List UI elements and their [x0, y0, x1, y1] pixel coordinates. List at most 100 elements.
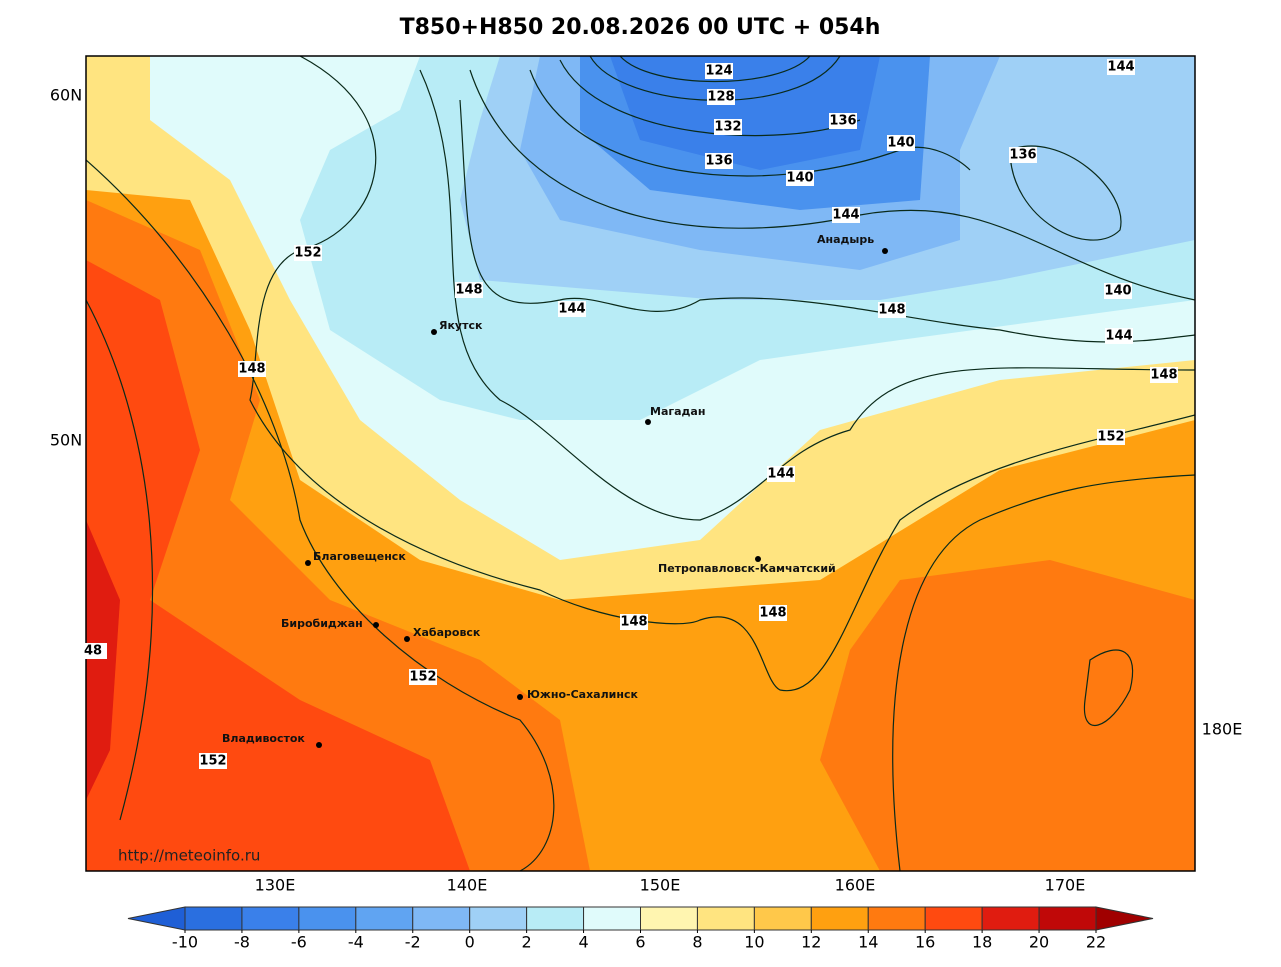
colorbar-segment	[184, 906, 243, 931]
lon-label: 130E	[255, 876, 296, 895]
contour-label-bg	[1150, 367, 1178, 383]
contour-label: 152	[294, 246, 321, 261]
colorbar-tick-label: 18	[972, 933, 992, 952]
contour-label: 144	[558, 302, 585, 317]
colorbar-segment	[298, 906, 357, 931]
lon-label: 140E	[447, 876, 488, 895]
contour-label: 144	[1107, 60, 1134, 75]
contour-label-bg	[878, 302, 906, 318]
colorbar-segment	[924, 906, 983, 931]
colorbar-segment	[241, 906, 300, 931]
colorbar-segment	[469, 906, 528, 931]
source-url: http://meteoinfo.ru	[118, 847, 260, 865]
city-name: Петропавловск-Камчатский	[658, 562, 836, 575]
colorbar-tick-label: 0	[465, 933, 475, 952]
colorbar-segment	[355, 906, 414, 931]
contour-label: 124	[705, 64, 732, 79]
contour-label-bg	[832, 207, 860, 223]
lat-label: 60N	[50, 86, 82, 105]
city-name: Хабаровск	[413, 626, 481, 639]
contour-label-bg	[294, 245, 322, 261]
contour-label: 144	[767, 467, 794, 482]
city-name: Биробиджан	[281, 617, 363, 630]
colorbar-segment	[981, 906, 1040, 931]
colorbar-tick-label: -10	[172, 933, 198, 952]
lon-label: 150E	[640, 876, 681, 895]
contour-label: 152	[1097, 430, 1124, 445]
lat-label: 50N	[50, 431, 82, 450]
contour-label: 136	[829, 114, 856, 129]
contour-label: 140	[1104, 284, 1131, 299]
colorbar-tick-label: 16	[915, 933, 935, 952]
colorbar-segment	[583, 906, 641, 931]
contour-label: 136	[705, 154, 732, 169]
city-name: Магадан	[650, 405, 705, 418]
contour-label-bg	[759, 605, 787, 621]
contour-label-bg	[714, 119, 742, 135]
contour-label: 148	[1150, 368, 1177, 383]
colorbar-tick-label: -8	[234, 933, 250, 952]
contour-label-bg	[705, 63, 733, 79]
contour-label: 136	[1009, 148, 1036, 163]
contour-label-bg	[620, 614, 648, 630]
colorbar-segment	[810, 906, 869, 931]
colorbar-over	[1095, 906, 1154, 931]
contour-label: 152	[199, 754, 226, 769]
contour-label-bg	[1097, 429, 1125, 445]
colorbar-tick-label: 4	[578, 933, 588, 952]
colorbar-tick-label: 22	[1086, 933, 1106, 952]
city-dot	[645, 419, 651, 425]
map-title: T850+H850 20.08.2026 00 UTC + 054h	[400, 15, 881, 40]
colorbar-tick-label: 8	[692, 933, 702, 952]
city-dot	[316, 742, 322, 748]
colorbar-segment	[1038, 906, 1097, 931]
map-frame	[85, 55, 1196, 872]
contour-label-bg	[767, 466, 795, 482]
contour-label: 132	[714, 120, 741, 135]
contour-label-bg	[1104, 283, 1132, 299]
contour-label-bg	[1107, 59, 1135, 75]
colorbar-tick-label: -6	[291, 933, 307, 952]
contour-label: 144	[832, 208, 859, 223]
lon-label: 170E	[1045, 876, 1086, 895]
colorbar-tick-label: 10	[744, 933, 764, 952]
colorbar-tick-label: 6	[635, 933, 645, 952]
colorbar-tick-label: 2	[522, 933, 532, 952]
contour-label-bg	[1105, 328, 1133, 344]
contour-label-bg	[79, 643, 107, 659]
colorbar-segment	[412, 906, 471, 931]
contour-label-bg	[786, 170, 814, 186]
colorbar-tick-label: -2	[405, 933, 421, 952]
city-dot	[517, 694, 523, 700]
contour-label: 144	[1105, 329, 1132, 344]
contour-label-bg	[558, 301, 586, 317]
contour-label-bg	[199, 753, 227, 769]
contour-label-bg	[707, 89, 735, 105]
city-name: Южно-Сахалинск	[527, 688, 638, 701]
city-name: Благовещенск	[313, 550, 406, 563]
contour-label-bg	[887, 135, 915, 151]
contour-label-bg	[409, 669, 437, 685]
city-dot	[755, 556, 761, 562]
colorbar-segment	[696, 906, 755, 931]
contour-label: 148	[620, 615, 647, 630]
contour-label: 148	[455, 283, 482, 298]
city-dot	[404, 636, 410, 642]
contour-label-bg	[829, 113, 857, 129]
colorbar-segment	[753, 906, 812, 931]
contour-label: 148	[878, 303, 905, 318]
colorbar-segment	[640, 906, 698, 931]
colorbar-tick-label: -4	[348, 933, 364, 952]
contour-label: 48	[84, 644, 102, 659]
contour-label-bg	[238, 361, 266, 377]
colorbar-tick-label: 14	[858, 933, 878, 952]
lon-label: 180E	[1202, 720, 1243, 739]
lon-label: 160E	[835, 876, 876, 895]
city-dot	[882, 248, 888, 254]
contour-label-bg	[705, 153, 733, 169]
city-dot	[431, 329, 437, 335]
city-name: Владивосток	[222, 732, 305, 745]
city-dot	[373, 622, 379, 628]
city-name: Анадырь	[817, 233, 874, 246]
colorbar-under	[127, 906, 186, 931]
